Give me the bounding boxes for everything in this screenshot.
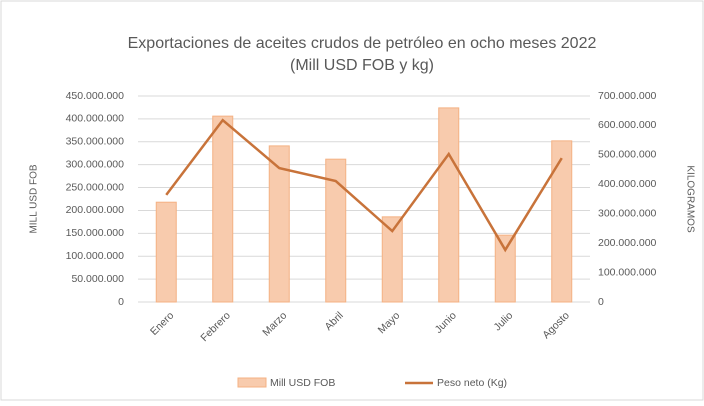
bar: [494, 234, 516, 303]
y-tick-label: 150.000.000: [66, 227, 125, 239]
bar: [438, 107, 460, 303]
y-tick-label: 0: [118, 296, 124, 308]
y2-tick-label: 700.000.000: [598, 90, 657, 102]
y2-tick-label: 300.000.000: [598, 207, 657, 219]
legend-swatch: [237, 377, 267, 388]
y2-tick-label: 0: [598, 296, 604, 308]
chart-title: Exportaciones de aceites crudos de petró…: [128, 35, 597, 52]
y2-tick-label: 200.000.000: [598, 237, 657, 249]
y2-tick-label: 100.000.000: [598, 266, 657, 278]
chart-subtitle: (Mill USD FOB y kg): [290, 57, 434, 74]
y-axis-label: MILL USD FOB: [29, 164, 40, 233]
y-tick-label: 400.000.000: [66, 113, 125, 125]
bar: [381, 216, 403, 303]
legend-label: Mill USD FOB: [270, 377, 335, 389]
y2-tick-label: 600.000.000: [598, 119, 657, 131]
y-tick-label: 200.000.000: [66, 204, 125, 216]
bar: [268, 145, 290, 303]
y-tick-label: 350.000.000: [66, 136, 125, 148]
y-tick-label: 450.000.000: [66, 90, 125, 102]
legend-label: Peso neto (Kg): [437, 377, 507, 389]
y-tick-label: 100.000.000: [66, 250, 125, 262]
y-tick-label: 250.000.000: [66, 181, 125, 193]
y-tick-label: 300.000.000: [66, 158, 125, 170]
line: [165, 118, 563, 253]
bar: [551, 140, 573, 303]
y2-axis-label: KILOGRAMOS: [684, 165, 695, 233]
y-tick-label: 50.000.000: [71, 273, 124, 285]
bar: [212, 115, 234, 303]
y2-tick-label: 400.000.000: [598, 178, 657, 190]
y2-tick-label: 500.000.000: [598, 149, 657, 161]
bar: [325, 158, 347, 303]
bar: [155, 201, 177, 303]
